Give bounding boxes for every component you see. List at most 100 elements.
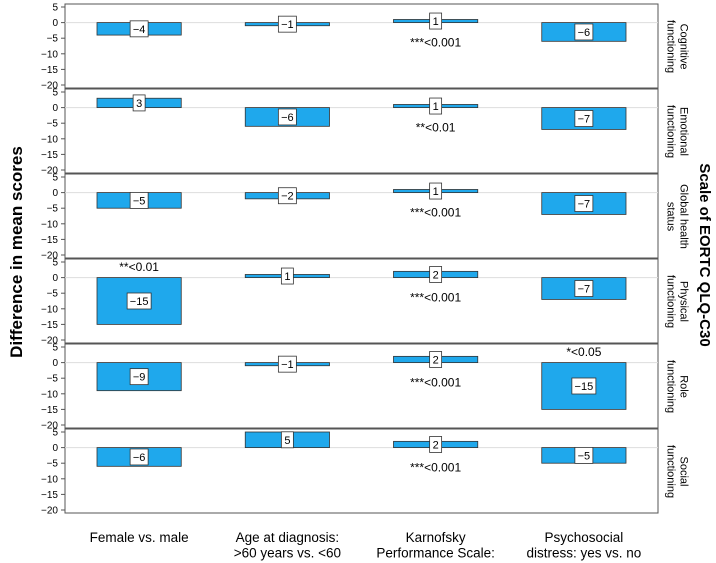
y-tick-label: −15 [41, 235, 58, 246]
category-label: Female vs. male [90, 530, 189, 545]
significance-annotation: ***<0.001 [410, 291, 461, 305]
panel-physical-functioning: 5 0 −5 −10 −15 −20 −15 1 2 −7 **<0.01 ***<0.001 Phys… [41, 258, 689, 347]
data-label-box [277, 187, 297, 205]
panel-label-line: Social [678, 457, 690, 487]
data-label: 2 [433, 354, 439, 366]
panel-role-functioning: 5 0 −5 −10 −15 −20 −9 −1 2 −15 *<0.05 ***<0.001 Role… [41, 343, 689, 432]
data-label-box [129, 368, 149, 386]
y-tick-label: 0 [52, 358, 58, 369]
bar [96, 362, 182, 392]
category-label-line: Karnofsky [406, 530, 466, 545]
y-axis-title: Difference in mean scores [7, 146, 26, 358]
data-label: 5 [284, 435, 290, 447]
category-label-line: Female vs. male [90, 530, 189, 545]
category-label-line: Age at diagnosis: [236, 530, 340, 545]
panel-label-line: functioning [665, 20, 677, 73]
y-tick-label: 5 [52, 3, 58, 14]
y-tick-label: −5 [47, 119, 59, 130]
category-labels: Female vs. male Age at diagnosis: >60 year… [90, 530, 642, 563]
data-label: −1 [281, 359, 294, 371]
data-label: −5 [133, 195, 146, 207]
y-tick-label: −10 [41, 474, 58, 485]
panel-label: Socialfunctioning [665, 445, 690, 498]
panel-frame [64, 343, 659, 429]
data-label-box [574, 446, 594, 464]
y-tick-label: −20 [41, 81, 58, 92]
data-label-box [574, 280, 594, 297]
panel-frame [64, 258, 659, 344]
y-tick-label: −10 [41, 49, 58, 60]
data-label-box [429, 12, 443, 30]
category-label: Age at diagnosis:>60 years vs. <60years … [234, 530, 341, 563]
category-label-line: Performance Scale: [376, 546, 495, 561]
significance-annotation: **<0.01 [416, 121, 456, 135]
y-tick-label: 5 [52, 343, 58, 354]
y-tick-label: −20 [41, 251, 58, 262]
data-label-box [429, 182, 443, 200]
category-label-line: increase per 10% [383, 561, 488, 563]
facet-axis-title: Scale of EORTC QLQ-C30 [696, 163, 713, 346]
category-label: Psychosocial distress: yes vs. no [526, 530, 641, 561]
data-label: −7 [578, 284, 591, 296]
data-label: 1 [284, 271, 290, 283]
data-label: 2 [433, 439, 439, 451]
y-tick-label: 0 [52, 188, 58, 199]
data-label: −6 [281, 112, 294, 124]
panel-label-line: Cognitive [678, 24, 690, 70]
panel-label-line: status [665, 202, 677, 232]
data-label: −15 [130, 296, 149, 308]
panel-frame [64, 3, 659, 89]
data-label-box [429, 97, 443, 115]
data-label-box [277, 108, 297, 126]
y-tick-label: −5 [47, 204, 59, 215]
y-tick-label: 0 [52, 273, 58, 284]
significance-annotation: ***<0.001 [410, 461, 461, 475]
data-label-box [280, 431, 294, 449]
panel-label-line: functioning [665, 360, 677, 413]
panel-label: Global healthstatus [665, 184, 690, 249]
data-label: −5 [578, 450, 591, 462]
panel-label: Cognitivefunctioning [665, 20, 690, 73]
y-tick-label: −5 [47, 34, 59, 45]
y-tick-label: 5 [52, 428, 58, 439]
data-label-box [574, 110, 594, 127]
y-tick-label: −15 [41, 405, 58, 416]
y-tick-label: −20 [41, 506, 58, 517]
data-label-box [129, 191, 149, 209]
significance-annotation: ***<0.001 [410, 36, 461, 50]
data-label: −6 [578, 27, 591, 39]
category-label-line: Psychosocial [544, 530, 623, 545]
data-label-box [574, 195, 594, 212]
y-tick-label: −15 [41, 490, 58, 501]
bar [541, 362, 627, 410]
y-tick-label: −20 [41, 166, 58, 177]
y-tick-label: −10 [41, 219, 58, 230]
significance-annotation: **<0.01 [119, 260, 159, 274]
data-label-box [429, 351, 443, 368]
data-label: −6 [133, 452, 146, 464]
panel-label-line: Global health [678, 184, 690, 249]
data-label-box [280, 267, 294, 285]
panel-global-health-status: 5 0 −5 −10 −15 −20 −5 −2 1 −7 ***<0.001 Global heal… [41, 173, 689, 262]
category-label-line: >60 years vs. <60 [234, 546, 341, 561]
data-label-box [277, 355, 297, 373]
panel-frame [64, 428, 659, 514]
y-tick-label: −15 [41, 65, 58, 76]
data-label: −7 [578, 114, 591, 126]
data-label: −9 [133, 372, 146, 384]
y-tick-label: −5 [47, 374, 59, 385]
panel-label-line: Role [678, 375, 690, 398]
y-tick-label: −5 [47, 289, 59, 300]
data-label-box [132, 94, 146, 112]
y-tick-label: −15 [41, 320, 58, 331]
data-label: 1 [433, 186, 439, 198]
data-label: 1 [433, 16, 439, 28]
y-tick-label: 5 [52, 88, 58, 99]
y-tick-label: −20 [41, 421, 58, 432]
data-label: −7 [578, 199, 591, 211]
panel-frame [64, 88, 659, 174]
data-label: 3 [136, 98, 142, 110]
category-label-line: years old [260, 561, 315, 563]
data-label: 2 [433, 269, 439, 281]
